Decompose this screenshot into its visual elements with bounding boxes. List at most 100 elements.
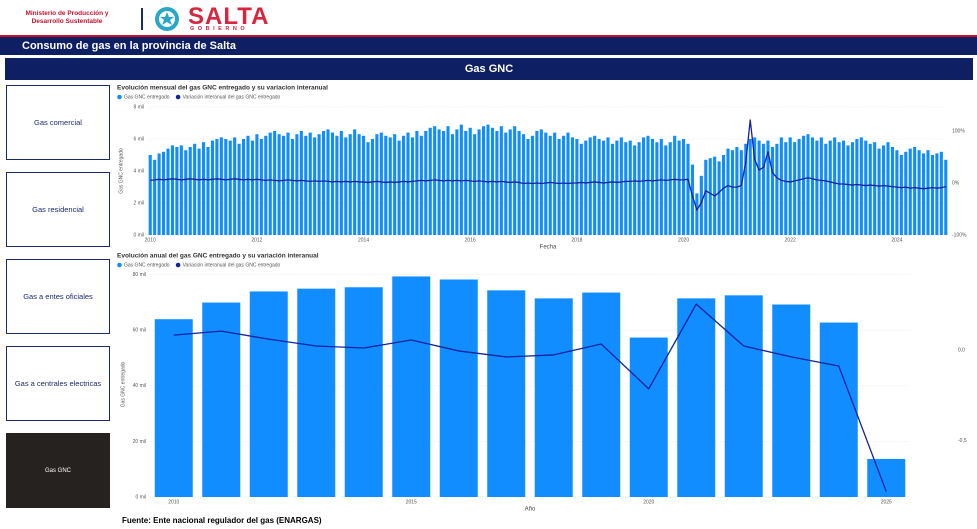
bar (166, 148, 170, 235)
bar (562, 135, 566, 235)
bar (193, 143, 197, 235)
bar (322, 131, 326, 235)
nav-button[interactable]: Gas a entes oficiales (6, 259, 110, 334)
y2-tick-label: -100% (952, 232, 967, 238)
bar (797, 139, 801, 235)
bar (255, 134, 259, 235)
bar (353, 129, 357, 235)
bar (770, 147, 774, 235)
bar (882, 145, 886, 235)
bar (482, 126, 486, 235)
bar (704, 159, 708, 235)
y-tick-label: 2 mil (133, 200, 144, 206)
bar (717, 161, 721, 235)
bar (593, 135, 597, 235)
bar (753, 137, 757, 235)
bar (162, 151, 166, 235)
nav-button[interactable]: Gas a centrales electricas (6, 346, 110, 421)
bar (772, 304, 811, 497)
x-tick-label: 2010 (145, 237, 156, 243)
bar (326, 129, 330, 235)
ministry-name: Ministerio de Producción y Desarrollo Sus… (6, 10, 128, 26)
bar (682, 139, 686, 235)
bar (677, 140, 681, 235)
bar (459, 124, 463, 235)
bar (388, 137, 392, 235)
bar (197, 148, 201, 235)
legend-label: Gas GNC entregado (124, 262, 170, 268)
y-tick-label: 0 mil (133, 232, 144, 238)
y-tick-label: 8 mil (133, 104, 144, 110)
bar (597, 139, 601, 235)
x-tick-label: 2022 (785, 237, 796, 243)
nav-button[interactable]: Gas residencial (6, 172, 110, 247)
bar (744, 143, 748, 235)
bar (784, 142, 788, 235)
bar (439, 279, 478, 497)
bar (539, 129, 543, 235)
bar (534, 298, 573, 497)
bar (313, 137, 317, 235)
bar (810, 137, 814, 235)
y-tick-label: 0 mil (135, 494, 146, 500)
bar (317, 134, 321, 235)
bar (290, 139, 294, 235)
bar (548, 135, 552, 235)
bar (806, 134, 810, 235)
bar (695, 193, 699, 235)
bar (544, 132, 548, 235)
bar (624, 142, 628, 235)
bar (273, 131, 277, 235)
bar (650, 139, 654, 235)
nav-button[interactable]: Gas GNC (6, 433, 110, 508)
bar (606, 137, 610, 235)
bar (655, 142, 659, 235)
bar (917, 150, 921, 235)
bar (259, 139, 263, 235)
bar (206, 147, 210, 235)
bar (202, 142, 206, 235)
bar (513, 126, 517, 235)
x-tick-label: 2014 (358, 237, 369, 243)
page-title: Consumo de gas en la provincia de Salta (22, 40, 236, 52)
bar (615, 140, 619, 235)
bar (330, 132, 334, 235)
bar (477, 129, 481, 235)
bar (890, 147, 894, 235)
bar (215, 139, 219, 235)
bar (246, 135, 250, 235)
bar (659, 139, 663, 235)
bar (899, 155, 903, 235)
x-tick-label: 2020 (678, 237, 689, 243)
x-tick-label: 2020 (643, 499, 654, 505)
bar (582, 292, 621, 497)
nav-button[interactable]: Gas comercial (6, 85, 110, 160)
x-tick-label: 2015 (406, 499, 417, 505)
bar (819, 137, 823, 235)
bar (922, 153, 926, 235)
x-tick-label: 2025 (881, 499, 892, 505)
bar (286, 132, 290, 235)
bar (295, 134, 299, 235)
bar (588, 137, 592, 235)
line (173, 303, 887, 492)
bar (437, 129, 441, 235)
bar (304, 135, 308, 235)
bar (344, 137, 348, 235)
bar (419, 135, 423, 235)
bar (575, 139, 579, 235)
bar (370, 139, 374, 235)
bar (757, 140, 761, 235)
bar (908, 148, 912, 235)
y-axis-title: Gas GNC entregado (118, 148, 124, 194)
bar (237, 143, 241, 235)
bar (677, 298, 716, 497)
bar (219, 137, 223, 235)
bar (690, 164, 694, 235)
bar (895, 150, 899, 235)
bar (335, 135, 339, 235)
bar (384, 135, 388, 235)
bar (610, 143, 614, 235)
y2-tick-label: 100% (952, 128, 965, 134)
